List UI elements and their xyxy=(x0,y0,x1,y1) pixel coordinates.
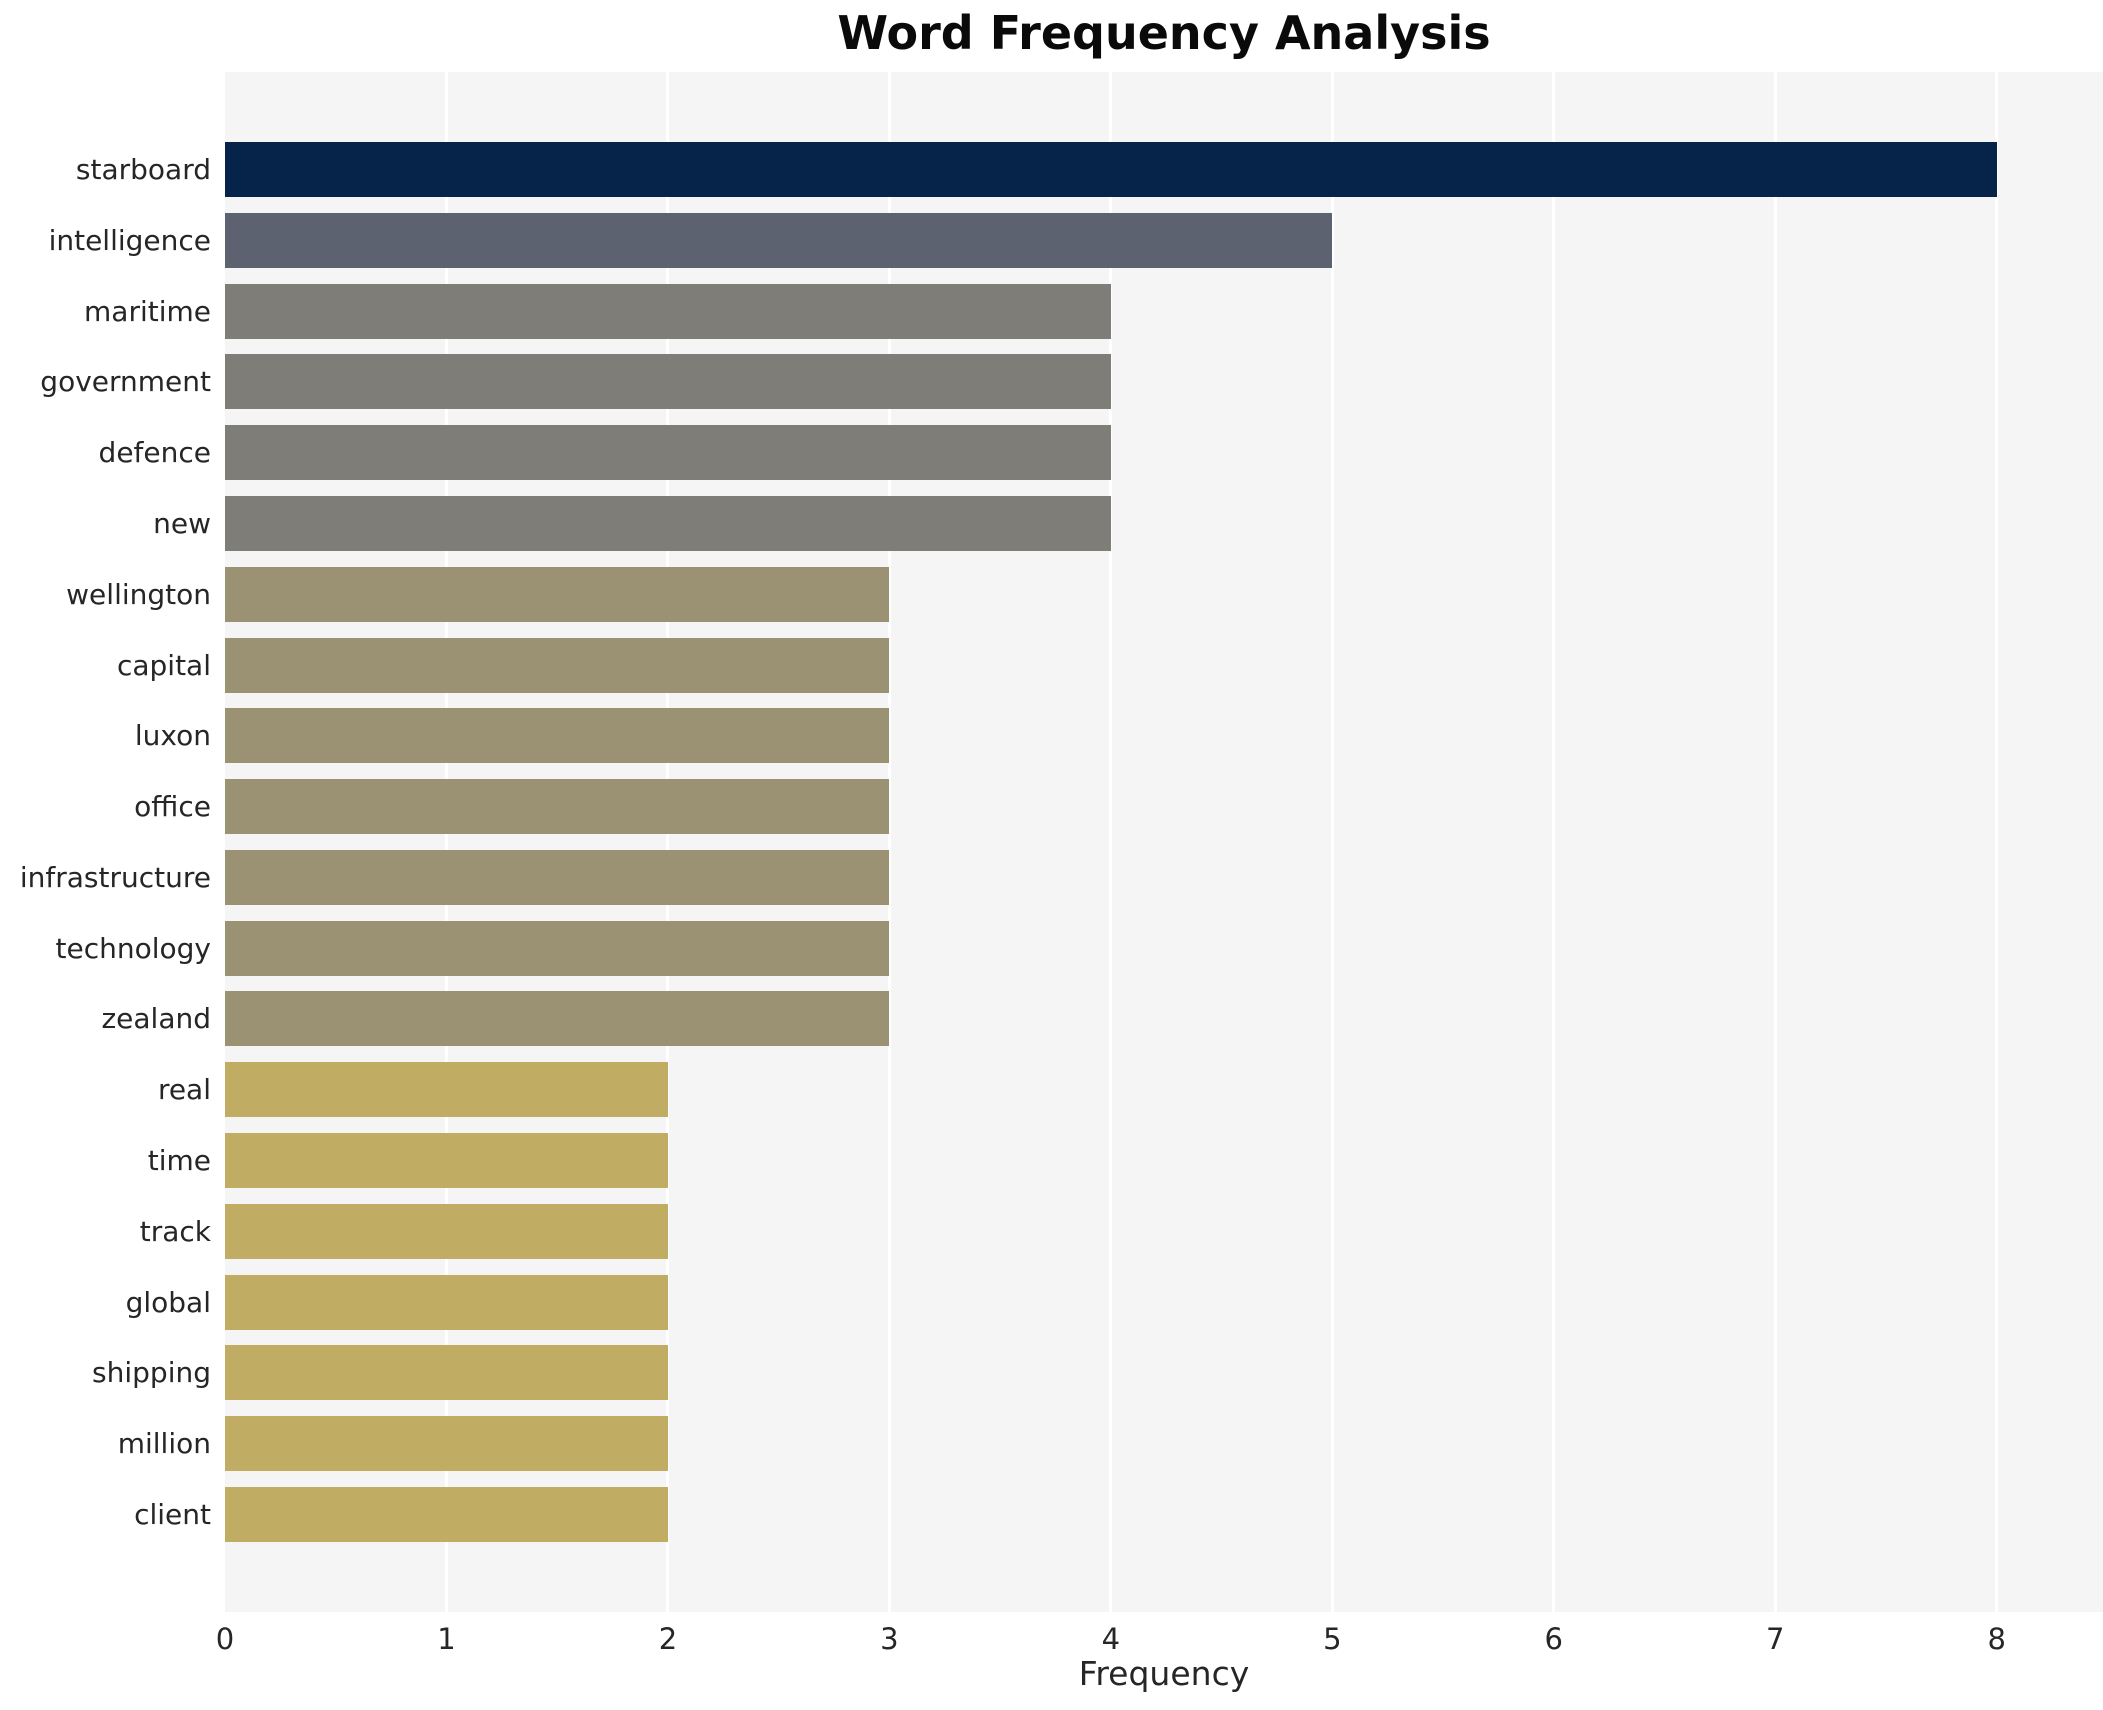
gridline-x-5 xyxy=(1330,72,1334,1612)
frequency-bar-time xyxy=(225,1133,668,1189)
x-tick-1: 1 xyxy=(437,1622,456,1656)
frequency-bar-track xyxy=(225,1203,668,1259)
frequency-bar-real xyxy=(225,1062,668,1118)
x-tick-0: 0 xyxy=(215,1622,235,1656)
frequency-bar-luxon xyxy=(225,708,890,764)
x-axis-title: Frequency xyxy=(1078,1654,1250,1693)
frequency-bar-zealand xyxy=(225,991,890,1047)
frequency-bar-technology xyxy=(225,920,890,976)
gridline-x-6 xyxy=(1552,72,1556,1612)
category-label-defence: defence xyxy=(98,436,211,470)
frequency-bar-defence xyxy=(225,425,1111,481)
gridline-x-7 xyxy=(1773,72,1777,1612)
category-label-real: real xyxy=(157,1073,211,1107)
category-label-client: client xyxy=(134,1498,211,1531)
category-label-zealand: zealand xyxy=(101,1002,211,1036)
x-tick-6: 6 xyxy=(1544,1622,1563,1656)
frequency-bar-maritime xyxy=(225,283,1111,339)
category-label-million: million xyxy=(117,1427,211,1461)
category-label-shipping: shipping xyxy=(92,1356,211,1390)
frequency-bar-capital xyxy=(225,637,890,693)
gridline-x-2 xyxy=(666,72,670,1612)
frequency-bar-client xyxy=(225,1487,668,1542)
x-axis-ticks: 0 1 2 3 4 5 6 7 8 xyxy=(216,1620,2103,1658)
x-tick-2: 2 xyxy=(658,1622,678,1656)
category-label-time: time xyxy=(147,1144,211,1178)
category-label-intelligence: intelligence xyxy=(48,223,211,257)
frequency-bar-starboard xyxy=(225,142,1997,197)
frequency-bar-shipping xyxy=(225,1345,668,1401)
frequency-bar-office xyxy=(225,779,890,835)
category-label-luxon: luxon xyxy=(134,719,211,753)
category-label-track: track xyxy=(139,1214,211,1248)
category-label-office: office xyxy=(134,790,211,824)
gridline-x-8 xyxy=(1995,72,1999,1612)
frequency-bar-million xyxy=(225,1416,668,1472)
category-label-infrastructure: infrastructure xyxy=(19,860,211,894)
category-label-maritime: maritime xyxy=(84,294,211,328)
y-axis-labels: starboard intelligence maritime government d… xyxy=(0,72,211,1612)
x-tick-7: 7 xyxy=(1766,1622,1785,1656)
frequency-bar-government xyxy=(225,354,1111,410)
category-label-global: global xyxy=(125,1285,211,1319)
gridline-x-4 xyxy=(1109,72,1113,1612)
category-label-capital: capital xyxy=(116,648,211,682)
frequency-bar-infrastructure xyxy=(225,849,890,905)
gridline-x-1 xyxy=(444,72,448,1612)
category-label-technology: technology xyxy=(55,931,211,965)
x-tick-4: 4 xyxy=(1101,1622,1121,1656)
category-label-wellington: wellington xyxy=(66,577,211,611)
frequency-bar-global xyxy=(225,1274,668,1330)
category-label-starboard: starboard xyxy=(75,153,211,186)
chart-title: Word Frequency Analysis xyxy=(837,6,1491,60)
x-tick-3: 3 xyxy=(880,1622,899,1656)
plot-area xyxy=(225,72,2103,1612)
frequency-bar-new xyxy=(225,495,1111,551)
frequency-bar-wellington xyxy=(225,566,890,622)
category-label-government: government xyxy=(40,365,211,399)
frequency-bar-intelligence xyxy=(225,212,1333,268)
x-tick-5: 5 xyxy=(1323,1622,1342,1656)
gridline-x-3 xyxy=(887,72,891,1612)
x-tick-8: 8 xyxy=(1987,1622,2006,1656)
category-label-new: new xyxy=(153,506,211,540)
